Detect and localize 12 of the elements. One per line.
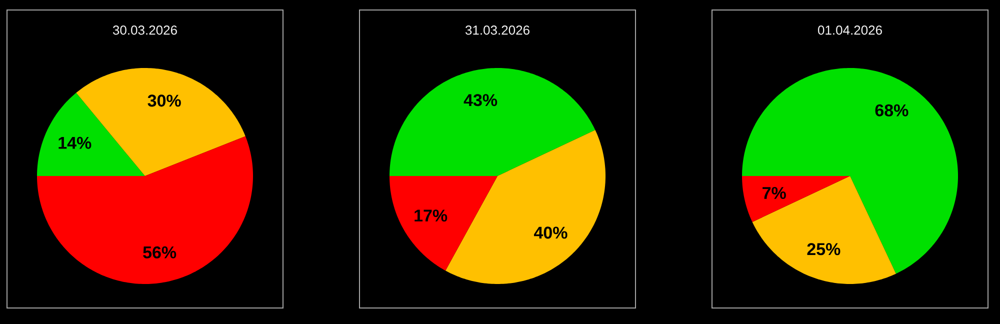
data-label: 17% [414,210,448,222]
chart-title: 31.03.2026 [465,26,530,35]
data-label: 43% [464,94,498,106]
chart-title: 01.04.2026 [818,26,882,35]
data-label: 30% [148,94,181,107]
data-label: 25% [807,243,840,256]
data-label: 14% [58,136,92,149]
data-label: 7% [762,186,786,199]
chart-title: 30.03.2026 [112,26,177,35]
data-label: 56% [143,246,176,258]
data-label: 40% [534,226,568,239]
data-label: 68% [875,104,908,116]
